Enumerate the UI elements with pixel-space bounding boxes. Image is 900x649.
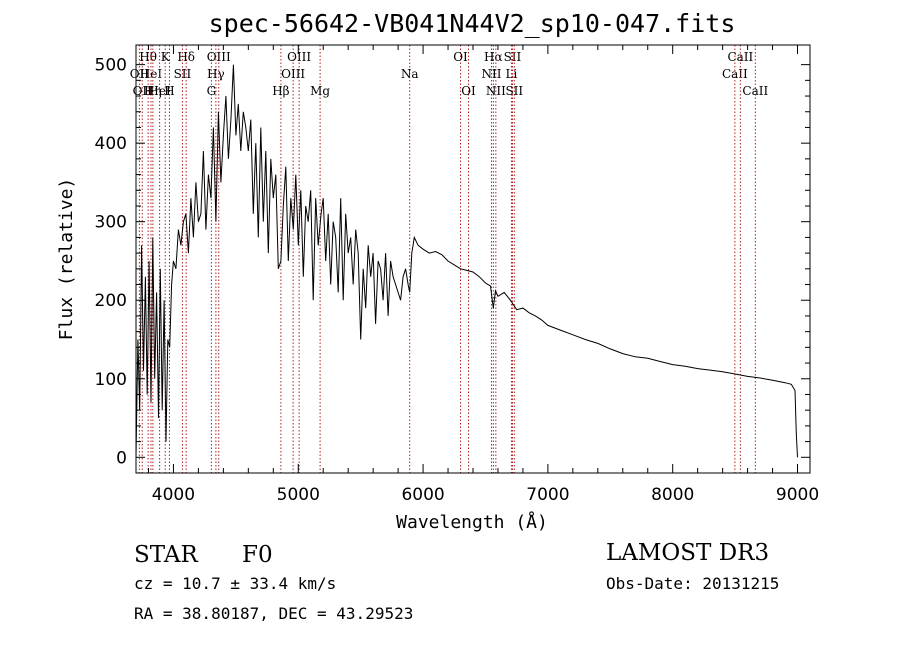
- y-tick-label-0: 0: [116, 448, 127, 468]
- y-tick-label-5: 500: [95, 56, 127, 76]
- y-tick-label-1: 100: [95, 370, 127, 390]
- reference-line-label-18: OI: [453, 50, 468, 64]
- reference-line-label-17: Na: [401, 67, 419, 81]
- reference-line-label-12: OIII: [207, 50, 231, 64]
- reference-line-label-9: Hδ: [177, 50, 195, 64]
- object-subclass: F0: [242, 542, 273, 568]
- y-tick-label-3: 300: [95, 213, 127, 233]
- obs-date: Obs-Date: 20131215: [606, 574, 779, 593]
- chart-title: spec-56642-VB041N44V2_sp10-047.fits: [209, 9, 736, 38]
- reference-line-label-25: SII: [505, 84, 523, 98]
- reference-line-label-10: G: [207, 84, 217, 98]
- y-axis-ticks: 0 100 200 300 400 500: [95, 56, 810, 468]
- reference-line-label-27: CaII: [727, 50, 753, 64]
- reference-line-label-26: CaII: [722, 67, 748, 81]
- x-axis-ticks: 4000 5000 6000 7000 8000 9000: [147, 45, 819, 505]
- y-tick-label-2: 200: [95, 291, 127, 311]
- reference-line-label-24: SII: [504, 50, 522, 64]
- y-axis-label: Flux (relative): [56, 178, 77, 341]
- reference-line-label-8: SII: [174, 67, 192, 81]
- reference-line-label-19: OI: [461, 84, 476, 98]
- plot-frame: [135, 44, 811, 474]
- reference-line-label-7: H: [164, 84, 174, 98]
- x-tick-label-2: 6000: [401, 485, 444, 505]
- reference-line-label-23: Li: [506, 67, 518, 81]
- x-tick-label-1: 5000: [277, 485, 320, 505]
- reference-line-label-15: OIII: [287, 50, 311, 64]
- survey-name: LAMOST DR3: [606, 540, 769, 566]
- x-tick-label-0: 4000: [152, 485, 195, 505]
- reference-line-label-3: HeI: [140, 67, 163, 81]
- x-tick-label-5: 9000: [776, 485, 819, 505]
- coordinates: RA = 38.80187, DEC = 43.29523: [134, 604, 413, 623]
- x-tick-label-3: 7000: [526, 485, 569, 505]
- y-tick-label-4: 400: [95, 134, 127, 154]
- reference-line-label-20: NII: [481, 67, 501, 81]
- x-axis-label: Wavelength (Å): [396, 511, 548, 533]
- reference-line-label-11: Hγ: [207, 67, 225, 81]
- reference-line-label-21: Hα: [484, 50, 503, 64]
- reference-lines: OIIOIIHθHeIHηHeIKHSIIHδGHγOIIIHβOIIIOIII…: [130, 45, 768, 473]
- reference-line-label-4: Hη: [144, 84, 162, 98]
- reference-line-label-0: OII: [130, 67, 150, 81]
- reference-line-label-6: K: [161, 50, 171, 64]
- object-class: STAR: [134, 542, 198, 568]
- x-tick-label-4: 8000: [651, 485, 694, 505]
- reference-line-label-22: NII: [486, 84, 506, 98]
- reference-line-label-16: Mg: [310, 84, 330, 98]
- redshift-value: cz = 10.7 ± 33.4 km/s: [134, 574, 336, 593]
- flux-series-line: [135, 64, 798, 458]
- reference-line-label-13: Hβ: [272, 84, 289, 98]
- reference-line-label-2: Hθ: [139, 50, 157, 64]
- reference-line-label-28: CaII: [742, 84, 768, 98]
- reference-line-label-1: OII: [133, 84, 153, 98]
- reference-line-label-14: OIII: [281, 67, 305, 81]
